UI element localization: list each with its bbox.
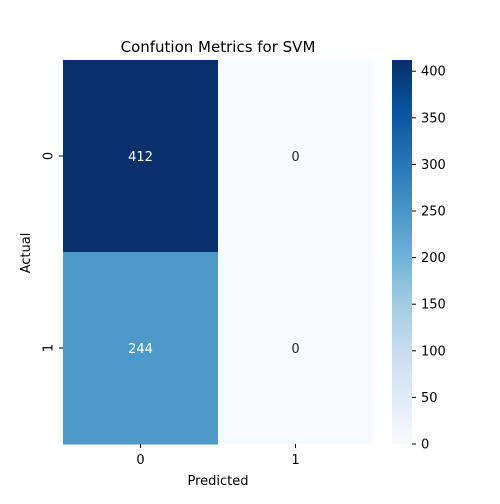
colorbar-tick-label: 0 [421, 438, 429, 453]
x-tick-label: 0 [136, 453, 144, 468]
colorbar-tick-label: 400 [421, 65, 446, 80]
cell-value-label: 0 [291, 150, 299, 165]
colorbar-ticks: 0 50 100 150 200 250 300 350 400 [412, 65, 446, 453]
y-tick-label: 0 [42, 152, 57, 160]
colorbar-tick-label: 200 [421, 251, 446, 266]
y-axis-ticks: 01 [42, 152, 63, 352]
cell-value-label: 0 [291, 342, 299, 357]
colorbar-tick-label: 100 [421, 344, 446, 359]
cell-value-label: 244 [128, 342, 153, 357]
x-tick-label: 1 [291, 453, 299, 468]
heatmap-cells [63, 60, 374, 445]
heatmap-cell-labels: 412 0 244 0 [128, 150, 300, 357]
colorbar [392, 60, 412, 444]
colorbar-tick-label: 300 [421, 158, 446, 173]
heatmap-cell [218, 252, 374, 445]
colorbar-tick-label: 150 [421, 298, 446, 313]
x-axis-label: Predicted [187, 474, 248, 489]
heatmap-cell [218, 60, 374, 253]
colorbar-tick-label: 250 [421, 204, 446, 219]
colorbar-tick-label: 350 [421, 111, 446, 126]
cell-value-label: 412 [128, 150, 153, 165]
chart-title: Confution Metrics for SVM [121, 38, 316, 56]
y-tick-label: 1 [42, 344, 57, 352]
y-axis-label: Actual [19, 233, 34, 274]
colorbar-tick-label: 50 [421, 391, 438, 406]
heatmap-cell [63, 60, 219, 253]
heatmap-cell [63, 252, 219, 445]
